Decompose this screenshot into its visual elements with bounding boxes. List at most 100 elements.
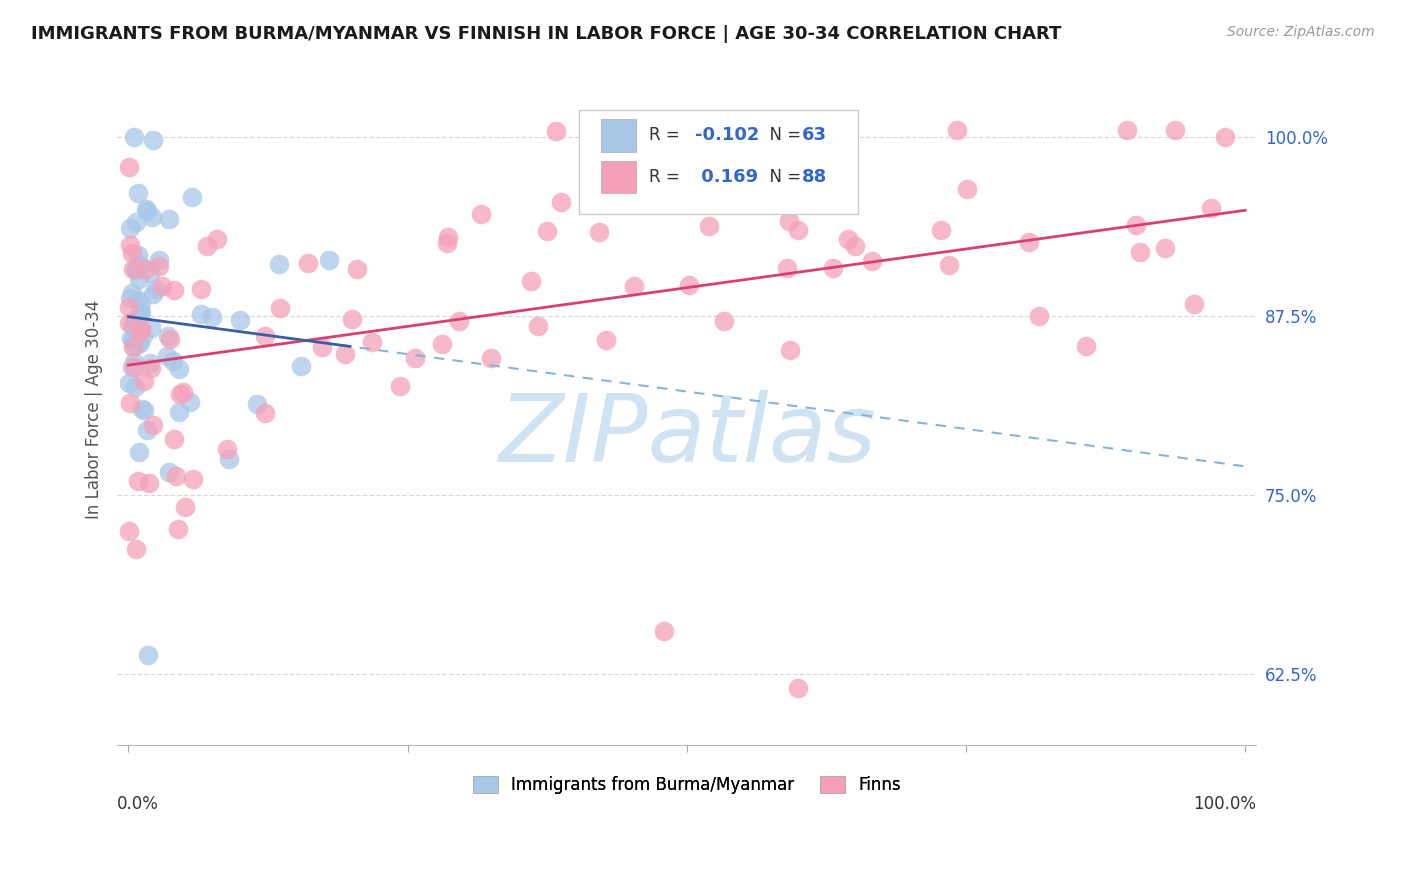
Point (546, 124, 568, 138)
Point (134, 262, 156, 277)
Point (159, 332, 181, 346)
Point (929, 223, 952, 237)
Point (1028, 309, 1050, 323)
Point (165, 469, 187, 483)
Point (129, 322, 152, 336)
Point (793, 153, 815, 168)
Point (118, 291, 141, 305)
Text: N =: N = (759, 127, 806, 145)
Point (142, 417, 165, 432)
Point (120, 331, 142, 345)
Point (1125, 219, 1147, 233)
Text: N =: N = (759, 169, 806, 186)
Point (148, 253, 170, 268)
Point (138, 476, 160, 491)
Point (205, 232, 228, 246)
Point (167, 362, 190, 376)
Point (246, 397, 269, 411)
Point (779, 343, 801, 357)
Point (1164, 123, 1187, 137)
Point (127, 248, 149, 262)
Point (588, 225, 610, 239)
Point (125, 263, 148, 277)
Point (118, 300, 141, 314)
Point (122, 341, 145, 355)
Point (124, 215, 146, 229)
Point (389, 379, 412, 393)
Text: ZIPatlas: ZIPatlas (498, 391, 876, 482)
Point (956, 182, 979, 196)
Text: R =: R = (650, 169, 685, 186)
Point (254, 328, 277, 343)
Point (148, 259, 170, 273)
Point (778, 213, 800, 227)
Point (447, 313, 470, 327)
Point (167, 522, 190, 536)
Point (122, 130, 145, 145)
Point (127, 334, 149, 349)
Legend: Immigrants from Burma/Myanmar, Finns: Immigrants from Burma/Myanmar, Finns (467, 769, 907, 800)
Point (131, 296, 153, 310)
Point (181, 190, 204, 204)
Point (163, 283, 186, 297)
Point (697, 219, 720, 233)
Point (823, 260, 845, 275)
Point (167, 405, 190, 419)
Point (139, 356, 162, 370)
Point (118, 160, 141, 174)
Point (132, 403, 155, 417)
Point (118, 376, 141, 390)
Point (122, 261, 145, 276)
Point (125, 318, 148, 333)
Point (190, 307, 212, 321)
Point (136, 423, 159, 437)
Point (437, 229, 460, 244)
Point (127, 186, 149, 201)
Point (128, 325, 150, 339)
Point (179, 395, 201, 409)
Point (181, 472, 204, 486)
Point (127, 313, 149, 327)
Point (127, 293, 149, 307)
Point (430, 337, 453, 351)
Point (1076, 339, 1098, 353)
Point (142, 287, 165, 301)
Point (121, 318, 143, 332)
Point (526, 318, 548, 333)
Point (142, 133, 165, 147)
Point (860, 253, 883, 268)
Point (121, 245, 143, 260)
Point (217, 442, 239, 457)
Text: -0.102: -0.102 (695, 127, 759, 145)
Point (269, 301, 291, 315)
FancyBboxPatch shape (578, 110, 858, 214)
Point (195, 239, 218, 253)
Point (360, 334, 382, 349)
Point (118, 524, 141, 538)
Y-axis label: In Labor Force | Age 30-34: In Labor Force | Age 30-34 (86, 300, 103, 518)
Point (1213, 130, 1236, 145)
Point (1116, 123, 1139, 137)
Point (157, 465, 180, 479)
Point (157, 329, 180, 343)
Point (131, 401, 153, 416)
Point (138, 648, 160, 662)
Point (536, 224, 558, 238)
Point (139, 360, 162, 375)
Point (776, 260, 799, 275)
Point (938, 258, 960, 272)
Point (654, 624, 676, 638)
Point (129, 306, 152, 320)
Point (346, 261, 368, 276)
Text: Source: ZipAtlas.com: Source: ZipAtlas.com (1227, 25, 1375, 39)
Point (145, 281, 167, 295)
Point (404, 351, 426, 366)
Point (297, 256, 319, 270)
Point (713, 314, 735, 328)
Point (470, 207, 492, 221)
Point (479, 351, 502, 366)
Point (122, 355, 145, 369)
Point (141, 211, 163, 225)
Point (342, 312, 364, 326)
Point (138, 266, 160, 280)
